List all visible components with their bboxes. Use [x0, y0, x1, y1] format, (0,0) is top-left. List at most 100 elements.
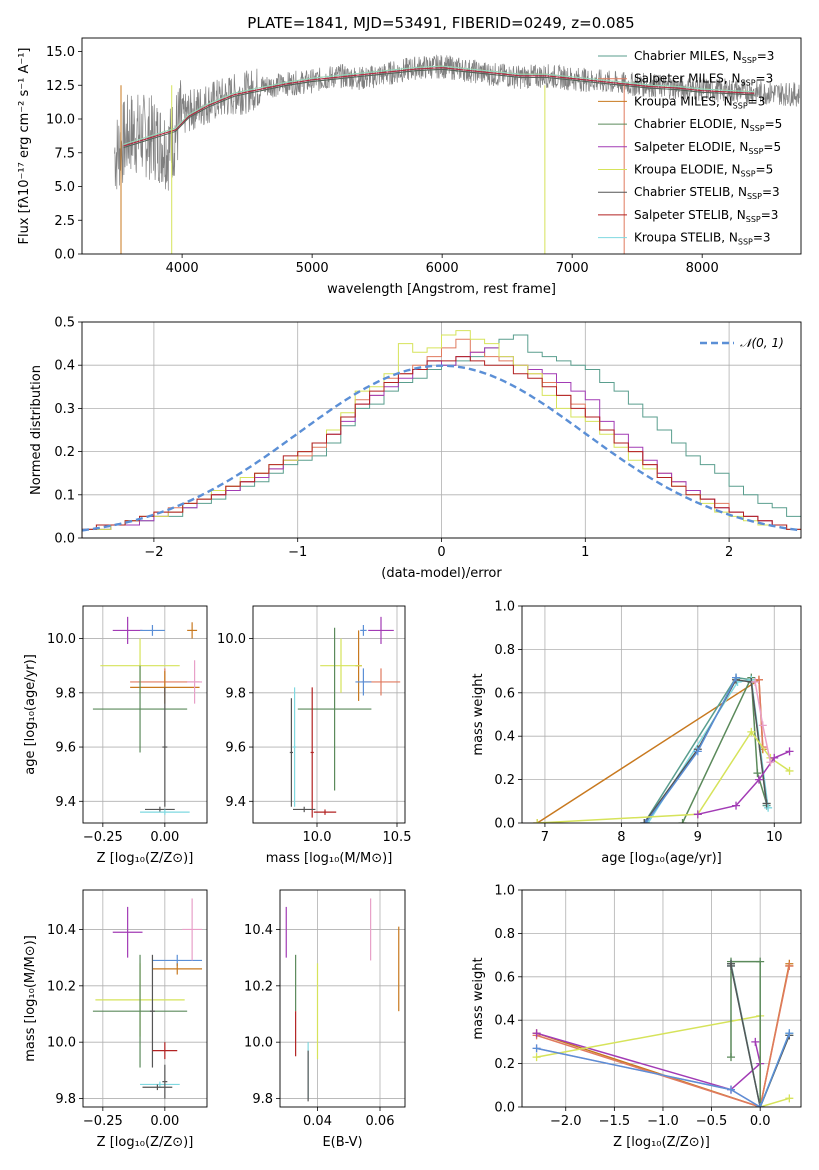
weight-line [536, 965, 791, 1107]
weight-marker [533, 819, 542, 823]
weight-marker [758, 721, 767, 730]
legend-entry: Kroupa ELODIE, NSSP=5 [634, 163, 773, 179]
weight-marker [756, 957, 765, 966]
errorbar-point [140, 1081, 180, 1088]
errorbar-point [368, 616, 394, 644]
weight-marker [762, 799, 771, 808]
mass-vs-metallicity-axes: −0.25 0.00 9.8 10.0 10.2 10.4 Z [log₁₀(Z/Z⊙)] m… [23, 890, 207, 1150]
weight-series-8 [693, 747, 794, 819]
spectrum-axes: 4000 5000 6000 7000 8000 0.0 2.5 5.0 7.5 10.0 12.5… [17, 45, 719, 297]
age-vs-mass-plot-area [289, 616, 401, 818]
weight-marker [753, 769, 762, 778]
mass-vs-extinction-xtick-label: 0.04 [303, 1114, 332, 1129]
mass-vs-metallicity-ytick-label: 10.0 [47, 1036, 76, 1051]
weight-series-7 [533, 727, 794, 823]
mass-vs-metallicity-xtick-label: −0.25 [83, 1114, 123, 1129]
mass-vs-metallicity-xlabel: Z [log₁₀(Z/Z⊙)] [97, 1135, 194, 1150]
age-vs-metallicity-xlabel: Z [log₁₀(Z/Z⊙)] [97, 851, 194, 866]
errorbar-point [297, 627, 372, 791]
legend-entry: Salpeter STELIB, NSSP=3 [634, 208, 778, 224]
errorbar-point [140, 809, 190, 815]
age-vs-mass-ytick-label: 10.0 [217, 632, 246, 647]
model-line-6 [123, 68, 755, 149]
mass-weight-vs-age-xlabel: age [log₁₀(age/yr)] [601, 851, 722, 866]
mass-weight-vs-age-ylabel: mass weight [471, 673, 486, 755]
age-vs-mass-xtick-label: 10.0 [303, 830, 332, 845]
age-vs-mass-ytick-label: 9.4 [225, 795, 246, 810]
age-vs-metallicity-ytick-label: 10.0 [47, 632, 76, 647]
weight-marker [785, 1029, 794, 1038]
weight-marker [785, 747, 794, 756]
mass-vs-extinction-ytick-label: 10.0 [244, 1036, 273, 1051]
spectrum-xtick-label: 4000 [166, 261, 199, 276]
mass-vs-extinction-ytick-label: 10.4 [244, 923, 273, 938]
errorbar-point [152, 963, 203, 975]
age-vs-metallicity-ytick-label: 9.8 [55, 686, 76, 701]
figure-title: PLATE=1841, MJD=53491, FIBERID=0249, z=0… [247, 14, 634, 32]
weight-marker [785, 1094, 794, 1103]
mass-weight-vs-age-ytick-label: 0.8 [494, 643, 515, 658]
age-vs-mass-xtick-label: 10.5 [383, 830, 412, 845]
legend-entry: Salpeter MILES, NSSP=3 [634, 72, 773, 88]
legend-entry: Kroupa STELIB, NSSP=3 [634, 231, 771, 247]
weight-marker [640, 819, 649, 823]
errorbar-point [310, 687, 314, 818]
residuals-xlabel: (data-model)/error [381, 566, 502, 581]
weight-marker [532, 1029, 541, 1038]
mass-vs-extinction-axes: 0.04 0.06 9.8 10.0 10.2 10.4 E(B-V) [244, 890, 405, 1150]
age-vs-metallicity-xtick-label: −0.25 [83, 830, 123, 845]
mass-weight-vs-metallicity-frame [521, 889, 802, 1108]
mass-weight-vs-metallicity-ytick-label: 0.8 [494, 927, 515, 942]
mass-weight-vs-age-ytick-label: 0.6 [494, 686, 515, 701]
residuals-ytick-label: 0.1 [54, 488, 75, 503]
weight-marker [747, 727, 756, 736]
weight-marker [785, 766, 794, 775]
legend-entry: Salpeter ELODIE, NSSP=5 [634, 140, 781, 156]
weight-marker [754, 775, 763, 784]
mass-weight-vs-age-ytick-label: 1.0 [494, 600, 515, 615]
errorbar-point [187, 660, 203, 704]
weight-marker [732, 673, 741, 682]
age-vs-mass-frame [252, 605, 406, 824]
mass-weight-vs-age-xtick-label: 8 [617, 830, 625, 845]
weight-series-0 [533, 675, 767, 823]
weight-series-2 [532, 1029, 765, 1094]
weight-line [730, 960, 761, 1107]
legend-entry: Chabrier STELIB, NSSP=3 [634, 185, 780, 201]
mass-weight-vs-age-xtick-label: 10 [766, 830, 783, 845]
mass-weight-vs-metallicity-ytick-label: 0.6 [494, 970, 515, 985]
mass-vs-metallicity-ytick-label: 9.8 [55, 1092, 76, 1107]
errorbar-point [92, 954, 188, 1068]
weight-line [537, 730, 790, 823]
errorbar-point [293, 687, 297, 807]
residuals-plot-area [82, 330, 801, 538]
weight-marker [751, 1037, 760, 1046]
residuals-xtick-label: 1 [581, 545, 589, 560]
spectrum-legend: Chabrier MILES, NSSP=3 Salpeter MILES, NS… [598, 49, 782, 247]
age-vs-metallicity-frame [82, 605, 208, 824]
mass-weight-vs-age-xtick-label: 9 [694, 830, 702, 845]
age-vs-metallicity-ylabel: age [log₁₀(age/yr)] [23, 654, 38, 775]
errorbar-point [162, 1064, 168, 1099]
errorbar-point [293, 806, 316, 813]
weight-line [536, 678, 764, 823]
mass-vs-extinction-ytick-label: 9.8 [252, 1092, 273, 1107]
age-vs-mass-xlabel: mass [log₁₀(M/M⊙)] [266, 851, 393, 866]
errorbar-point [142, 1084, 173, 1091]
spectrum-frame [81, 37, 802, 255]
spectrum-ytick-label: 0.0 [54, 248, 75, 263]
residuals-frame [81, 321, 802, 539]
histogram-step-4 [82, 356, 801, 538]
residuals-ytick-label: 0.2 [54, 445, 75, 460]
errorbar-point [145, 806, 175, 813]
age-vs-metallicity-plot-area [92, 616, 203, 815]
errorbar-point [289, 698, 293, 807]
residuals-ytick-label: 0.5 [54, 316, 75, 331]
weight-line [647, 678, 769, 823]
mass-weight-vs-metallicity-xlabel: Z [log₁₀(Z/Z⊙)] [613, 1135, 710, 1150]
weight-series-9 [532, 1029, 794, 1107]
mass-weight-vs-metallicity-ytick-label: 0.2 [494, 1057, 515, 1072]
errorbar-point [320, 638, 362, 693]
errorbar-point [313, 809, 337, 815]
